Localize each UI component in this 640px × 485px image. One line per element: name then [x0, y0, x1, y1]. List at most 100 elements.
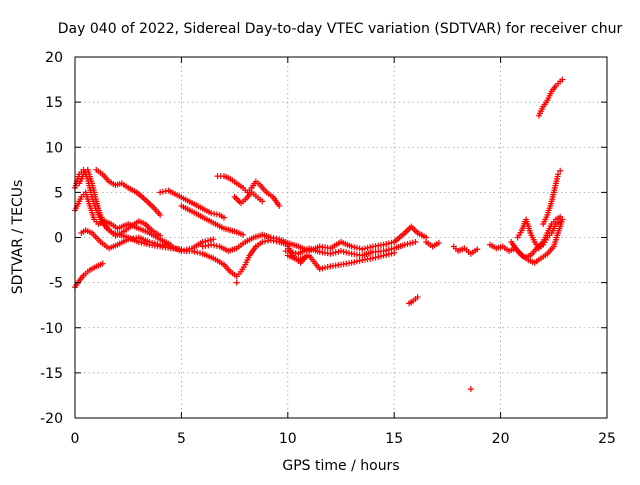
- data-point: [159, 188, 166, 195]
- x-tick-label: 15: [385, 431, 403, 447]
- data-point: [348, 243, 355, 250]
- data-point: [377, 253, 384, 260]
- data-point: [557, 218, 564, 225]
- data-point: [259, 239, 266, 246]
- y-axis-label: SDTVAR / TECUs: [10, 180, 26, 295]
- data-point: [435, 239, 442, 246]
- data-series-track-24: [233, 231, 474, 393]
- data-point: [282, 248, 289, 255]
- data-point: [213, 242, 220, 249]
- data-point: [202, 242, 209, 249]
- y-tick-label: -15: [40, 366, 63, 382]
- data-point: [348, 259, 355, 266]
- data-point: [194, 249, 201, 256]
- data-point: [474, 246, 481, 253]
- data-point: [356, 245, 363, 252]
- data-point: [380, 252, 387, 259]
- data-series-track-8: [178, 202, 247, 238]
- data-point: [210, 236, 217, 243]
- y-tick-label: -5: [49, 276, 63, 292]
- data-point: [380, 241, 387, 248]
- data-point: [324, 264, 331, 271]
- data-point: [338, 248, 344, 255]
- data-point: [404, 241, 411, 248]
- data-point: [146, 239, 153, 246]
- data-point: [191, 248, 198, 255]
- data-point: [208, 241, 215, 248]
- data-point: [383, 241, 390, 248]
- data-series-track-15: [284, 243, 310, 266]
- y-tick-label: -10: [40, 321, 63, 337]
- data-point: [157, 232, 164, 239]
- data-point: [351, 244, 358, 251]
- x-tick-label: 5: [177, 431, 186, 447]
- data-point: [369, 255, 376, 262]
- data-point: [388, 239, 395, 246]
- data-point: [332, 249, 339, 256]
- data-point: [340, 248, 347, 255]
- y-tick-label: 10: [45, 140, 63, 156]
- data-series-track-16: [406, 294, 421, 307]
- data-point: [557, 167, 564, 174]
- data-point: [414, 294, 421, 301]
- y-tick-label: 15: [45, 95, 63, 111]
- data-point: [345, 250, 352, 257]
- data-point: [418, 231, 425, 238]
- data-point: [205, 242, 212, 249]
- data-point: [233, 279, 240, 286]
- data-series-track-3: [76, 166, 164, 239]
- data-point: [208, 210, 215, 217]
- grid: [75, 57, 607, 418]
- data-point: [220, 214, 227, 221]
- data-point: [151, 240, 158, 247]
- data-point: [409, 239, 416, 246]
- data-series-track-18: [450, 243, 481, 257]
- data-point: [316, 266, 323, 273]
- data-point: [391, 249, 398, 256]
- data-point: [154, 241, 161, 248]
- data-point: [330, 250, 337, 257]
- data-point: [401, 241, 408, 248]
- y-tick-label: 5: [54, 185, 63, 201]
- data-point: [351, 259, 358, 266]
- data-point: [99, 260, 106, 267]
- data-point: [240, 231, 247, 238]
- data-layer: [72, 76, 566, 393]
- data-point: [157, 211, 164, 218]
- data-point: [199, 243, 206, 250]
- data-point: [356, 257, 363, 264]
- data-point: [385, 240, 392, 247]
- data-point: [388, 250, 395, 257]
- data-point: [361, 245, 368, 252]
- data-point: [408, 299, 415, 306]
- data-point: [262, 238, 269, 245]
- data-point: [367, 244, 374, 251]
- data-point: [467, 386, 474, 393]
- axis-ticks: 0 5 10 15 20 25 -20 -15 -10 -5 0 5 10 15 20: [40, 50, 616, 447]
- data-point: [327, 250, 334, 257]
- data-point: [335, 248, 342, 255]
- data-point: [407, 240, 414, 247]
- data-series-track-6: [93, 166, 164, 218]
- data-point: [359, 246, 366, 253]
- data-series-track-7: [157, 187, 227, 221]
- data-point: [157, 189, 164, 196]
- data-series-track-21: [514, 216, 564, 252]
- data-point: [264, 237, 271, 244]
- data-point: [319, 265, 326, 272]
- data-series-track-23: [535, 76, 566, 119]
- data-point: [270, 235, 277, 242]
- y-tick-label: -20: [40, 411, 63, 427]
- data-point: [276, 202, 283, 209]
- x-axis-label: GPS time / hours: [282, 458, 399, 474]
- x-tick-label: 0: [71, 431, 80, 447]
- data-series-track-4: [72, 260, 106, 291]
- data-series-track-10: [231, 189, 266, 207]
- y-tick-label: 20: [45, 50, 63, 66]
- data-series-track-2: [72, 189, 174, 248]
- x-tick-label: 20: [492, 431, 510, 447]
- y-tick-label: 0: [54, 231, 63, 247]
- data-point: [364, 244, 371, 251]
- data-point: [375, 253, 382, 260]
